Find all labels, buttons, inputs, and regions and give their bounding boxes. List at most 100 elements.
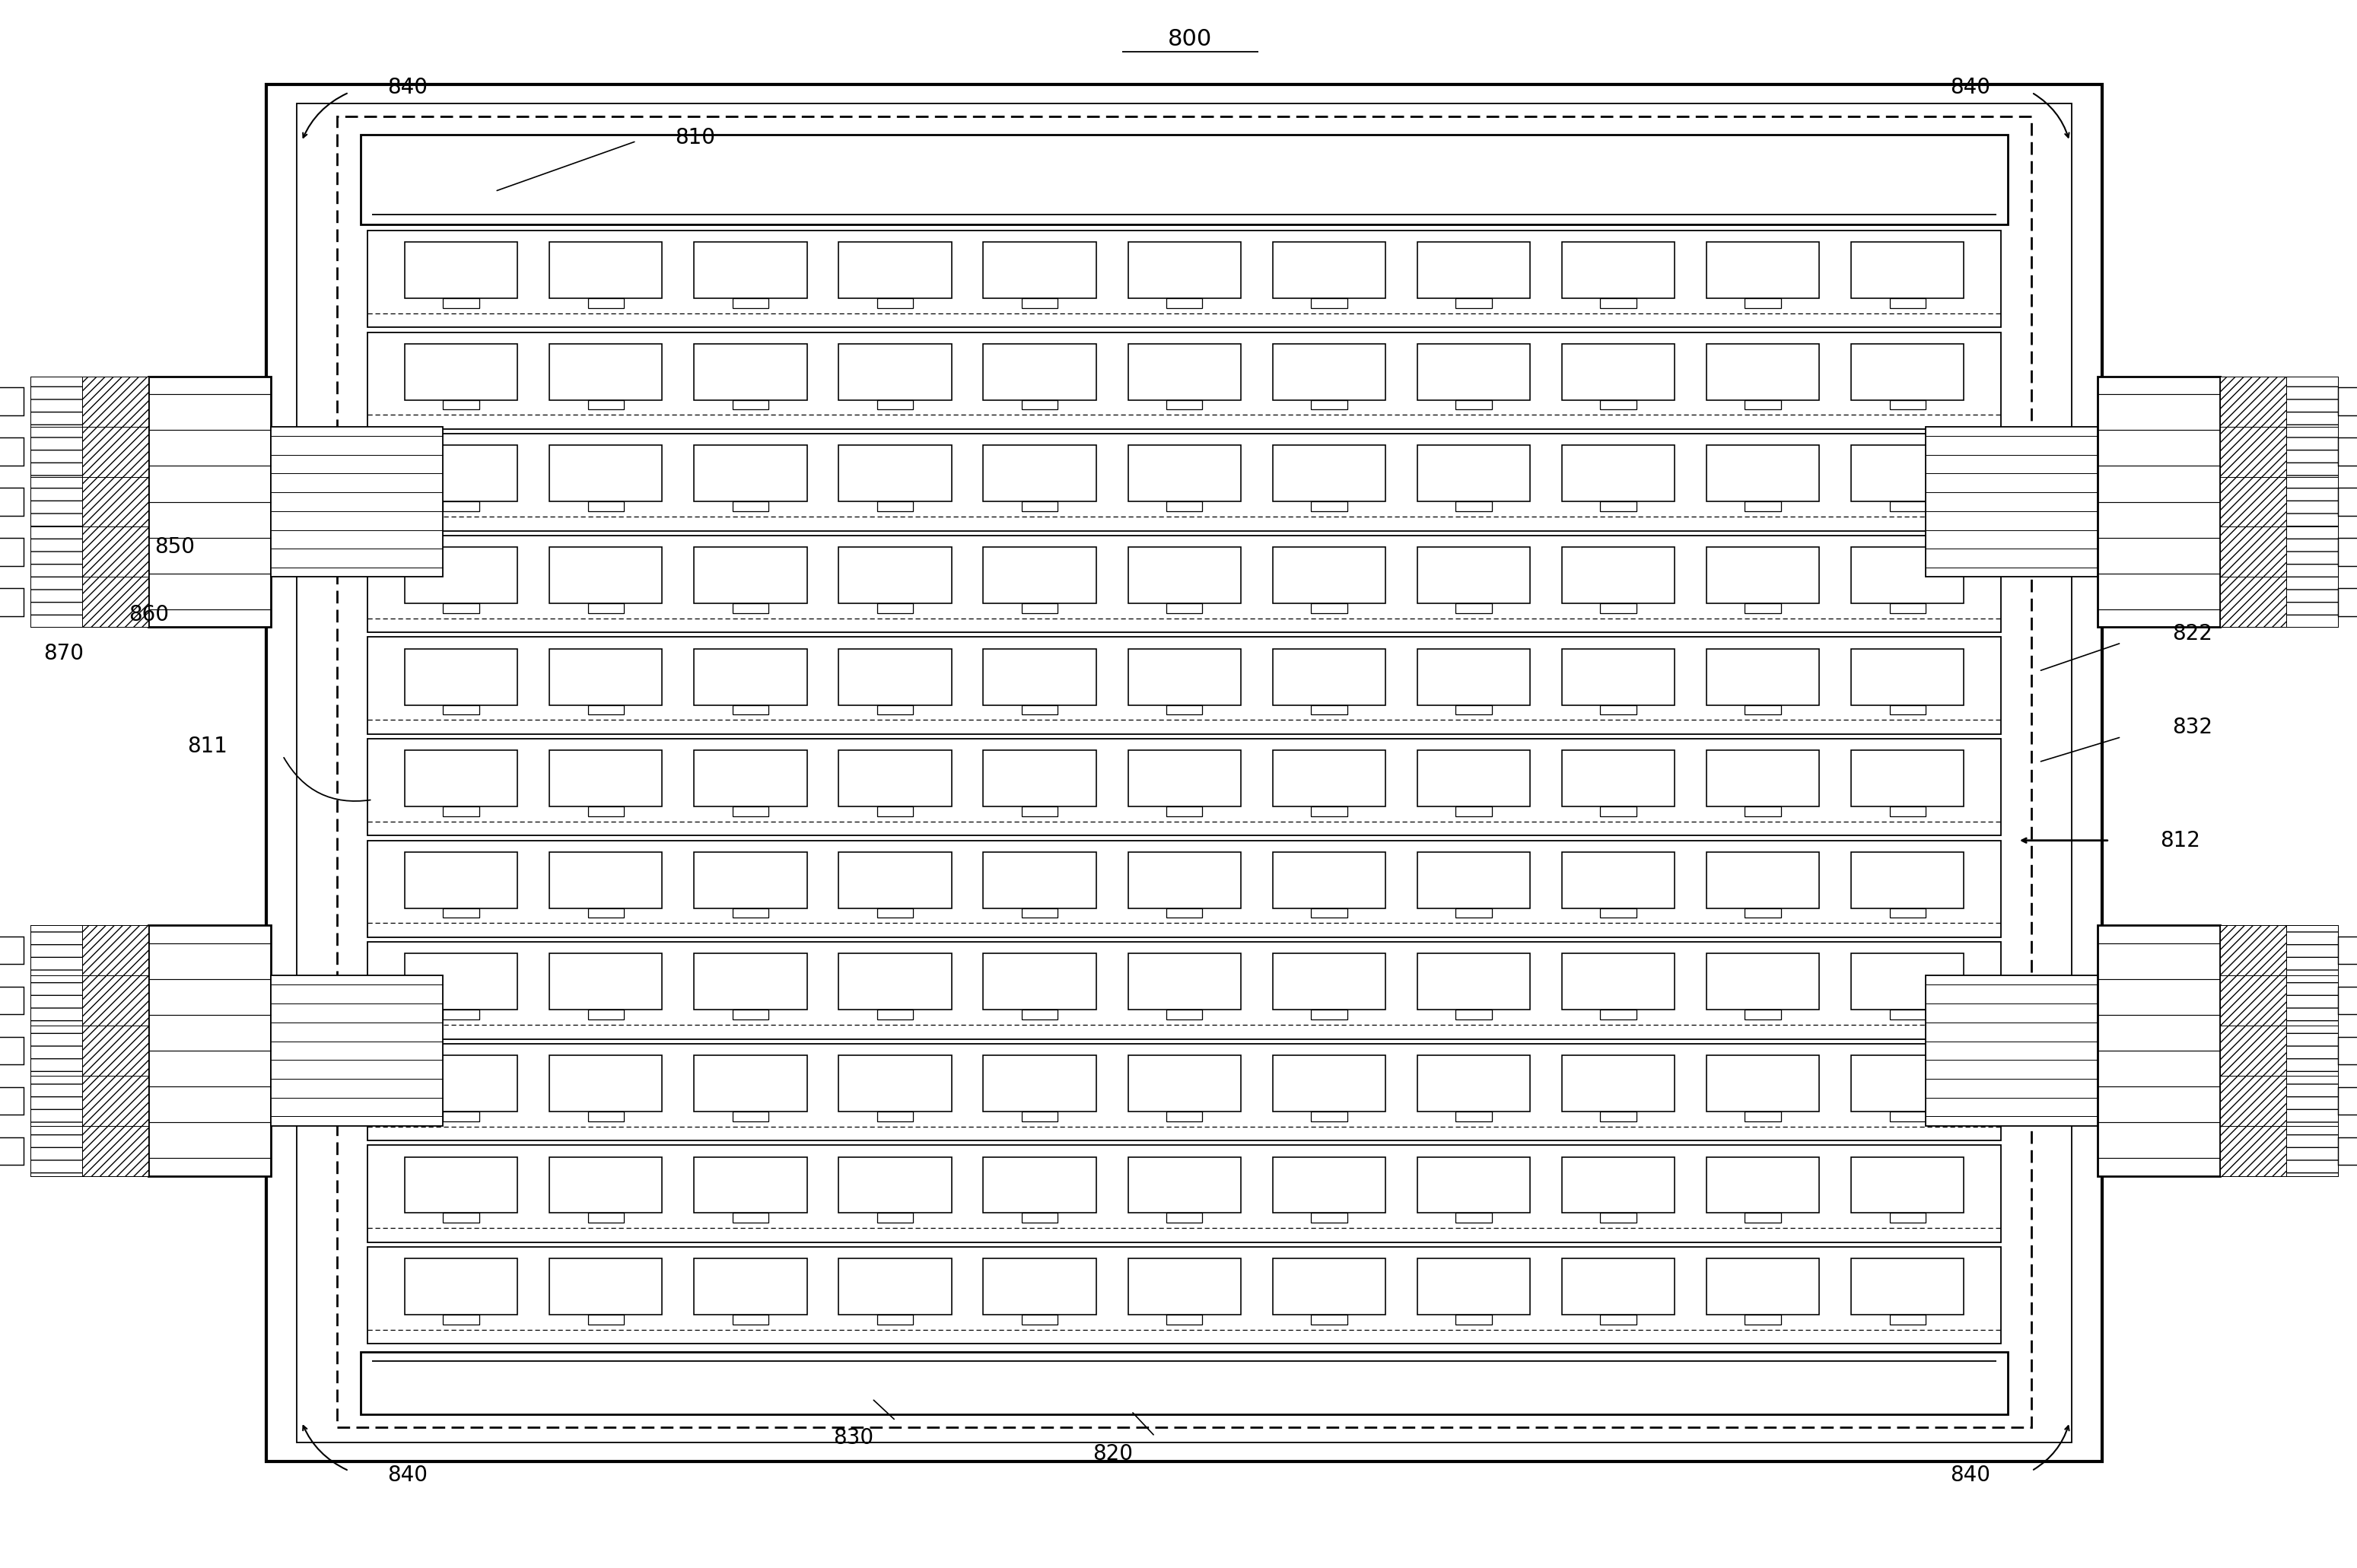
Bar: [1706, 547, 1820, 604]
Bar: [1310, 604, 1348, 613]
Bar: [1129, 751, 1240, 806]
Bar: [1310, 908, 1348, 917]
Bar: [82, 1025, 148, 1076]
Bar: [983, 241, 1096, 298]
Bar: [1850, 851, 1963, 908]
Bar: [1744, 298, 1782, 307]
Bar: [0, 538, 24, 566]
Bar: [1417, 649, 1530, 706]
Bar: [1600, 706, 1636, 715]
Bar: [405, 445, 519, 502]
Bar: [2098, 925, 2220, 1176]
Bar: [1890, 502, 1926, 511]
Bar: [1021, 502, 1058, 511]
Text: 840: 840: [1949, 1465, 1992, 1486]
Bar: [1021, 1314, 1058, 1325]
Bar: [1850, 649, 1963, 706]
Bar: [1021, 908, 1058, 917]
Bar: [877, 908, 912, 917]
Bar: [693, 953, 806, 1010]
Bar: [1310, 1010, 1348, 1019]
Bar: [405, 851, 519, 908]
Text: 840: 840: [1949, 77, 1992, 99]
Bar: [0, 936, 24, 964]
Bar: [1167, 908, 1202, 917]
Bar: [549, 547, 662, 604]
Bar: [1167, 806, 1202, 817]
Bar: [1744, 806, 1782, 817]
Bar: [2338, 387, 2357, 416]
Bar: [0, 986, 24, 1014]
Bar: [1706, 241, 1820, 298]
Bar: [983, 751, 1096, 806]
Bar: [31, 925, 82, 975]
Bar: [1890, 1314, 1926, 1325]
Bar: [839, 851, 952, 908]
Bar: [1563, 751, 1676, 806]
Bar: [1273, 649, 1386, 706]
Bar: [31, 577, 82, 627]
Bar: [82, 1076, 148, 1126]
Bar: [1926, 975, 2098, 1126]
Bar: [443, 1010, 478, 1019]
Bar: [549, 1157, 662, 1214]
Bar: [1310, 1314, 1348, 1325]
Bar: [2286, 376, 2338, 426]
Bar: [2220, 577, 2286, 627]
Bar: [361, 135, 2008, 224]
Bar: [839, 751, 952, 806]
Bar: [1167, 1010, 1202, 1019]
Bar: [31, 477, 82, 527]
Bar: [1600, 604, 1636, 613]
Bar: [266, 85, 2102, 1461]
Bar: [1600, 1010, 1636, 1019]
Text: 870: 870: [42, 643, 85, 665]
Bar: [839, 241, 952, 298]
Bar: [1021, 604, 1058, 613]
Bar: [1600, 502, 1636, 511]
Bar: [549, 343, 662, 400]
Bar: [1417, 445, 1530, 502]
Bar: [2286, 426, 2338, 477]
Bar: [1273, 1055, 1386, 1112]
Bar: [1457, 806, 1492, 817]
Bar: [368, 1247, 2001, 1344]
Bar: [1744, 1010, 1782, 1019]
Bar: [368, 434, 2001, 530]
Text: 820: 820: [1091, 1443, 1134, 1465]
Bar: [1600, 806, 1636, 817]
Bar: [2338, 1036, 2357, 1065]
Bar: [1850, 445, 1963, 502]
Bar: [1167, 1214, 1202, 1223]
Bar: [839, 1055, 952, 1112]
Bar: [405, 1055, 519, 1112]
Bar: [733, 706, 768, 715]
Bar: [31, 376, 82, 426]
Bar: [368, 535, 2001, 632]
Bar: [587, 706, 625, 715]
Bar: [877, 1314, 912, 1325]
Bar: [1850, 547, 1963, 604]
Bar: [368, 1145, 2001, 1242]
Bar: [2220, 376, 2286, 426]
Bar: [443, 400, 478, 409]
Bar: [1167, 298, 1202, 307]
Bar: [693, 649, 806, 706]
Bar: [1744, 1112, 1782, 1121]
Bar: [587, 502, 625, 511]
Bar: [31, 975, 82, 1025]
Bar: [148, 925, 271, 1176]
Bar: [31, 975, 82, 1025]
Bar: [443, 908, 478, 917]
Bar: [877, 604, 912, 613]
Bar: [733, 1214, 768, 1223]
Bar: [1167, 1314, 1202, 1325]
Bar: [2220, 975, 2286, 1025]
Bar: [1563, 1259, 1676, 1314]
Bar: [443, 806, 478, 817]
Bar: [1273, 241, 1386, 298]
Bar: [693, 1259, 806, 1314]
Bar: [1417, 1259, 1530, 1314]
Bar: [368, 942, 2001, 1040]
Bar: [82, 1126, 148, 1176]
